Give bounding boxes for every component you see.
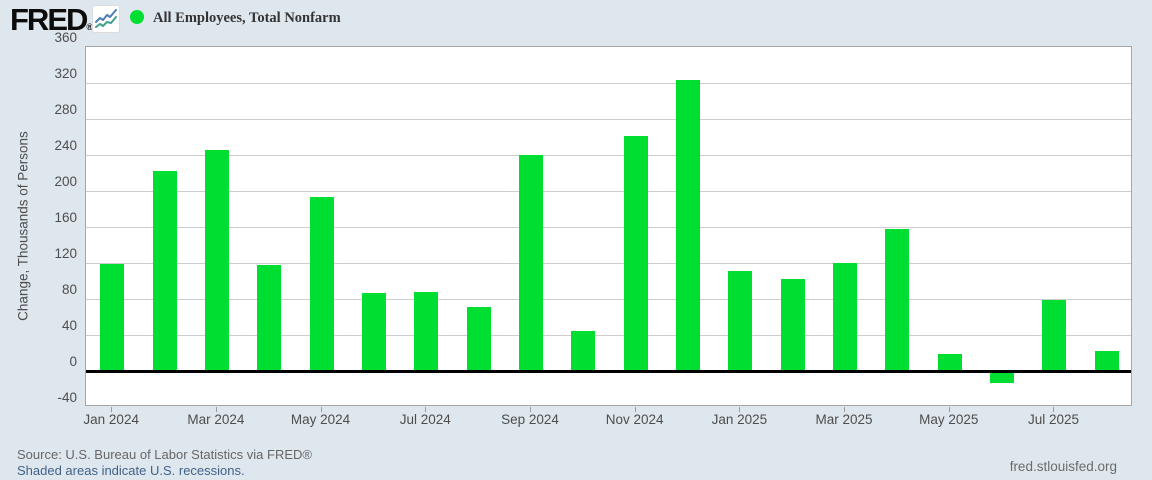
registered-mark: ® [86, 22, 94, 32]
bar-nov-2024 [623, 136, 648, 371]
bar-oct-2024 [571, 331, 596, 371]
x-tick-label-jan-2024: Jan 2024 [83, 412, 139, 427]
bar-apr-2025 [885, 228, 910, 371]
y-tick-label-360: 360 [54, 30, 77, 45]
bar-sep-2024 [518, 155, 543, 371]
bar-jul-2024 [414, 291, 439, 371]
series-legend-marker [130, 10, 144, 24]
x-tick-label-jul-2025: Jul 2025 [1027, 412, 1079, 427]
gridline-200 [86, 190, 1131, 192]
bar-mar-2024 [204, 149, 229, 371]
y-axis-tick-labels: 360 320 280 240 200 160 120 80 40 0 -40 [0, 30, 77, 406]
x-tick-label-mar-2024: Mar 2024 [187, 412, 245, 427]
x-tick-mark [1053, 407, 1055, 412]
x-tick-mark [948, 407, 950, 412]
x-tick-mark [425, 407, 427, 412]
bar-jan-2024 [100, 263, 125, 371]
x-tick-mark [844, 407, 846, 412]
site-url: fred.stlouisfed.org [1009, 459, 1117, 474]
bar-feb-2024 [152, 171, 177, 371]
bar-feb-2025 [780, 279, 805, 371]
y-tick-label-80: 80 [61, 282, 77, 297]
x-tick-label-jul-2024: Jul 2024 [399, 412, 451, 427]
gridline-320 [86, 82, 1131, 84]
x-tick-label-nov-2024: Nov 2024 [605, 412, 664, 427]
x-axis-tick-labels: Jan 2024 Mar 2024 May 2024 Jul 2024 Sep 2024… [83, 407, 1132, 431]
chart-title: All Employees, Total Nonfarm [153, 10, 341, 26]
bar-may-2024 [309, 197, 334, 371]
x-tick-mark [215, 407, 217, 412]
bar-may-2025 [937, 353, 962, 371]
recessions-link[interactable]: Shaded areas indicate U.S. recessions. [17, 463, 245, 478]
y-tick-label-40: 40 [61, 318, 77, 333]
gridline-240 [86, 154, 1131, 156]
fred-chart-icon [92, 5, 120, 33]
gridline-40 [86, 334, 1131, 336]
bar-jun-2024 [361, 292, 386, 371]
zero-axis-line [86, 370, 1131, 373]
bar-jun-2025 [990, 371, 1015, 383]
y-tick-label-200: 200 [54, 174, 77, 189]
bar-mar-2025 [833, 263, 858, 371]
x-tick-mark [320, 407, 322, 412]
y-tick-label-160: 160 [54, 210, 77, 225]
bar-dec-2024 [676, 80, 701, 371]
y-tick-label--40: -40 [57, 390, 77, 405]
fred-logo: FRED® [10, 2, 94, 37]
y-tick-label-0: 0 [69, 354, 77, 369]
gridline-120 [86, 262, 1131, 264]
bar-jan-2025 [728, 271, 753, 371]
x-tick-mark [111, 407, 113, 412]
x-tick-label-sep-2024: Sep 2024 [501, 412, 559, 427]
x-tick-label-may-2024: May 2024 [290, 412, 351, 427]
bar-jul-2025 [1042, 299, 1067, 371]
gridline-160 [86, 226, 1131, 228]
y-tick-label-120: 120 [54, 246, 77, 261]
x-tick-label-mar-2025: Mar 2025 [815, 412, 873, 427]
x-tick-mark [739, 407, 741, 412]
plot-area [85, 46, 1132, 406]
gridline-280 [86, 118, 1131, 120]
x-tick-label-jan-2025: Jan 2025 [711, 412, 768, 427]
bar-aug-2024 [466, 307, 491, 371]
y-tick-label-320: 320 [54, 66, 77, 81]
y-tick-label-280: 280 [54, 102, 77, 117]
y-tick-label-240: 240 [54, 138, 77, 153]
source-note: Source: U.S. Bureau of Labor Statistics … [17, 447, 312, 462]
bar-aug-2025 [1094, 351, 1119, 371]
x-tick-label-may-2025: May 2025 [919, 412, 979, 427]
x-tick-mark [529, 407, 531, 412]
x-tick-mark [634, 407, 636, 412]
bar-apr-2024 [257, 264, 282, 371]
gridline-80 [86, 298, 1131, 300]
